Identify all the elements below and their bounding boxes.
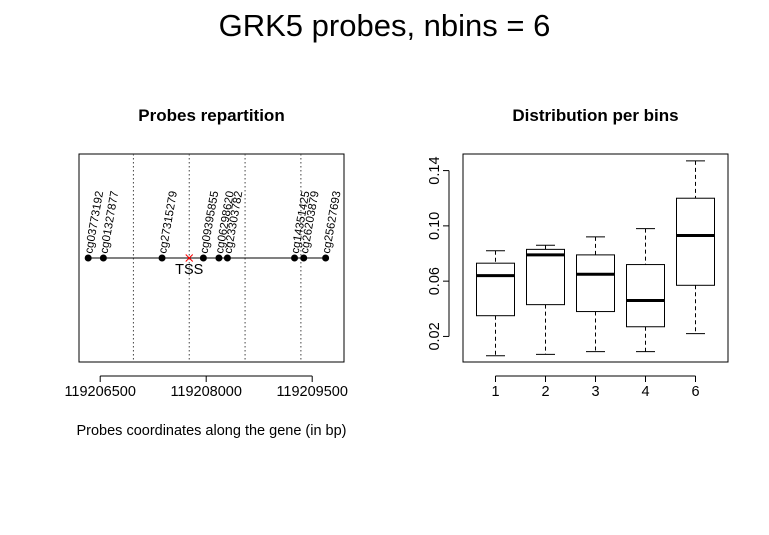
box-iqr (626, 264, 665, 328)
box-1 (476, 250, 515, 357)
probe-label: cg27315279 (157, 190, 180, 254)
probe-point (158, 254, 166, 262)
probe-point (84, 254, 92, 262)
left-x-axis-label: Probes coordinates along the gene (in bp… (76, 423, 346, 439)
probe-point (215, 254, 223, 262)
box-2 (526, 244, 565, 355)
right-x-tick-label: 3 (591, 384, 599, 400)
left-x-tick-label: 119208000 (170, 384, 242, 400)
probe-label: cg25627693 (321, 190, 344, 254)
probe-point (300, 254, 308, 262)
box-3 (576, 236, 615, 353)
tss-cross-stroke (185, 254, 194, 262)
right-panel-title: Distribution per bins (512, 106, 678, 125)
right-y-tick-label: 0.06 (427, 267, 443, 295)
distribution-per-bins-panel: Distribution per bins 0.02 0.06 0.10 0.14 1… (427, 106, 729, 400)
right-x-tick-label: 2 (541, 384, 549, 400)
probe-point (99, 254, 107, 262)
box-iqr (576, 254, 615, 313)
right-plot-frame (462, 153, 729, 363)
box-iqr (526, 248, 565, 306)
probe-point (291, 254, 299, 262)
right-x-tick-label: 1 (491, 384, 499, 400)
left-panel-title: Probes repartition (138, 106, 284, 125)
left-plot-frame (78, 153, 345, 363)
box-4 (626, 228, 665, 353)
right-y-tick-label: 0.10 (427, 212, 443, 240)
box-iqr (676, 197, 715, 286)
tss-marker (185, 254, 194, 262)
probe-point (199, 254, 207, 262)
probe-point (223, 254, 231, 262)
right-y-tick-label: 0.02 (427, 322, 443, 350)
right-x-tick-label: 4 (641, 384, 649, 400)
box-6 (676, 160, 715, 335)
right-y-tick-label: 0.14 (427, 156, 443, 184)
left-x-tick-label: 119209500 (276, 384, 348, 400)
tss-label: TSS (175, 262, 203, 278)
left-x-tick-label: 119206500 (64, 384, 136, 400)
probe-point (322, 254, 330, 262)
box-iqr (476, 262, 515, 317)
main-title: GRK5 probes, nbins = 6 (219, 8, 551, 43)
right-x-tick-label: 6 (691, 384, 699, 400)
